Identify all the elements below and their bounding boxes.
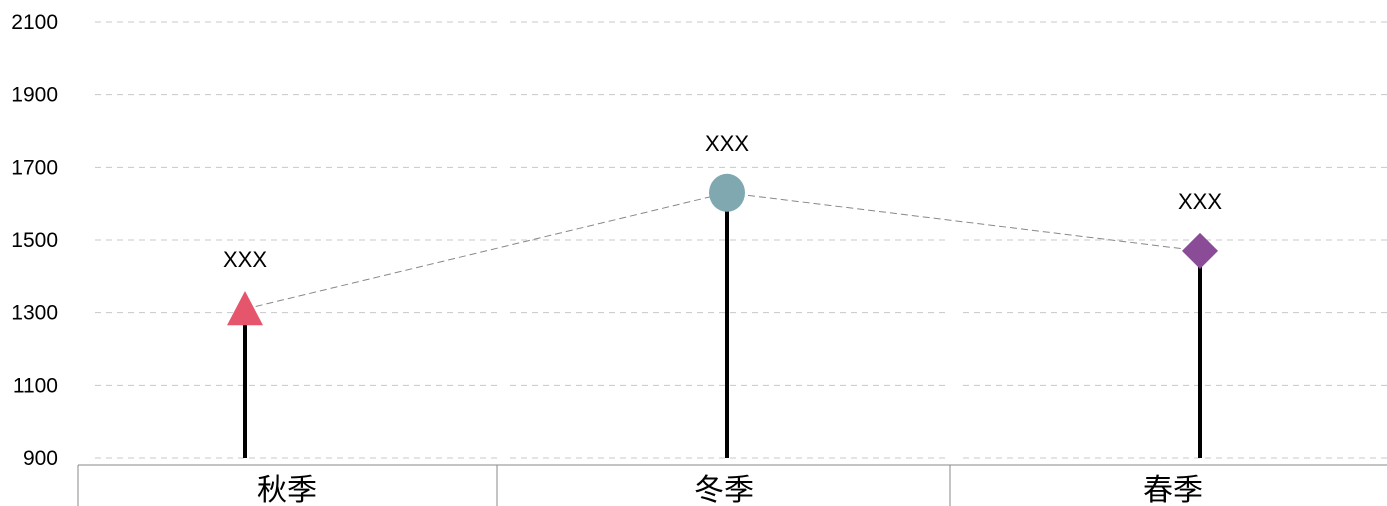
circle-marker [709, 173, 745, 212]
y-tick-label: 1300 [11, 302, 58, 325]
y-tick-label: 1700 [11, 156, 58, 179]
y-tick-label: 1500 [11, 229, 58, 252]
category-label: 春季 [1143, 473, 1203, 506]
y-tick-label: 1900 [11, 84, 58, 107]
diamond-marker [1182, 232, 1218, 269]
data-label: XXX [1178, 189, 1222, 214]
data-label: XXX [223, 247, 267, 272]
category-label: 冬季 [694, 473, 754, 506]
data-label: XXX [705, 131, 749, 156]
y-tick-label: 1100 [13, 374, 58, 397]
category-label: 秋季 [257, 473, 317, 506]
y-tick-label: 900 [23, 447, 58, 470]
triangle-marker [227, 291, 263, 326]
y-tick-label: 2100 [11, 11, 58, 34]
